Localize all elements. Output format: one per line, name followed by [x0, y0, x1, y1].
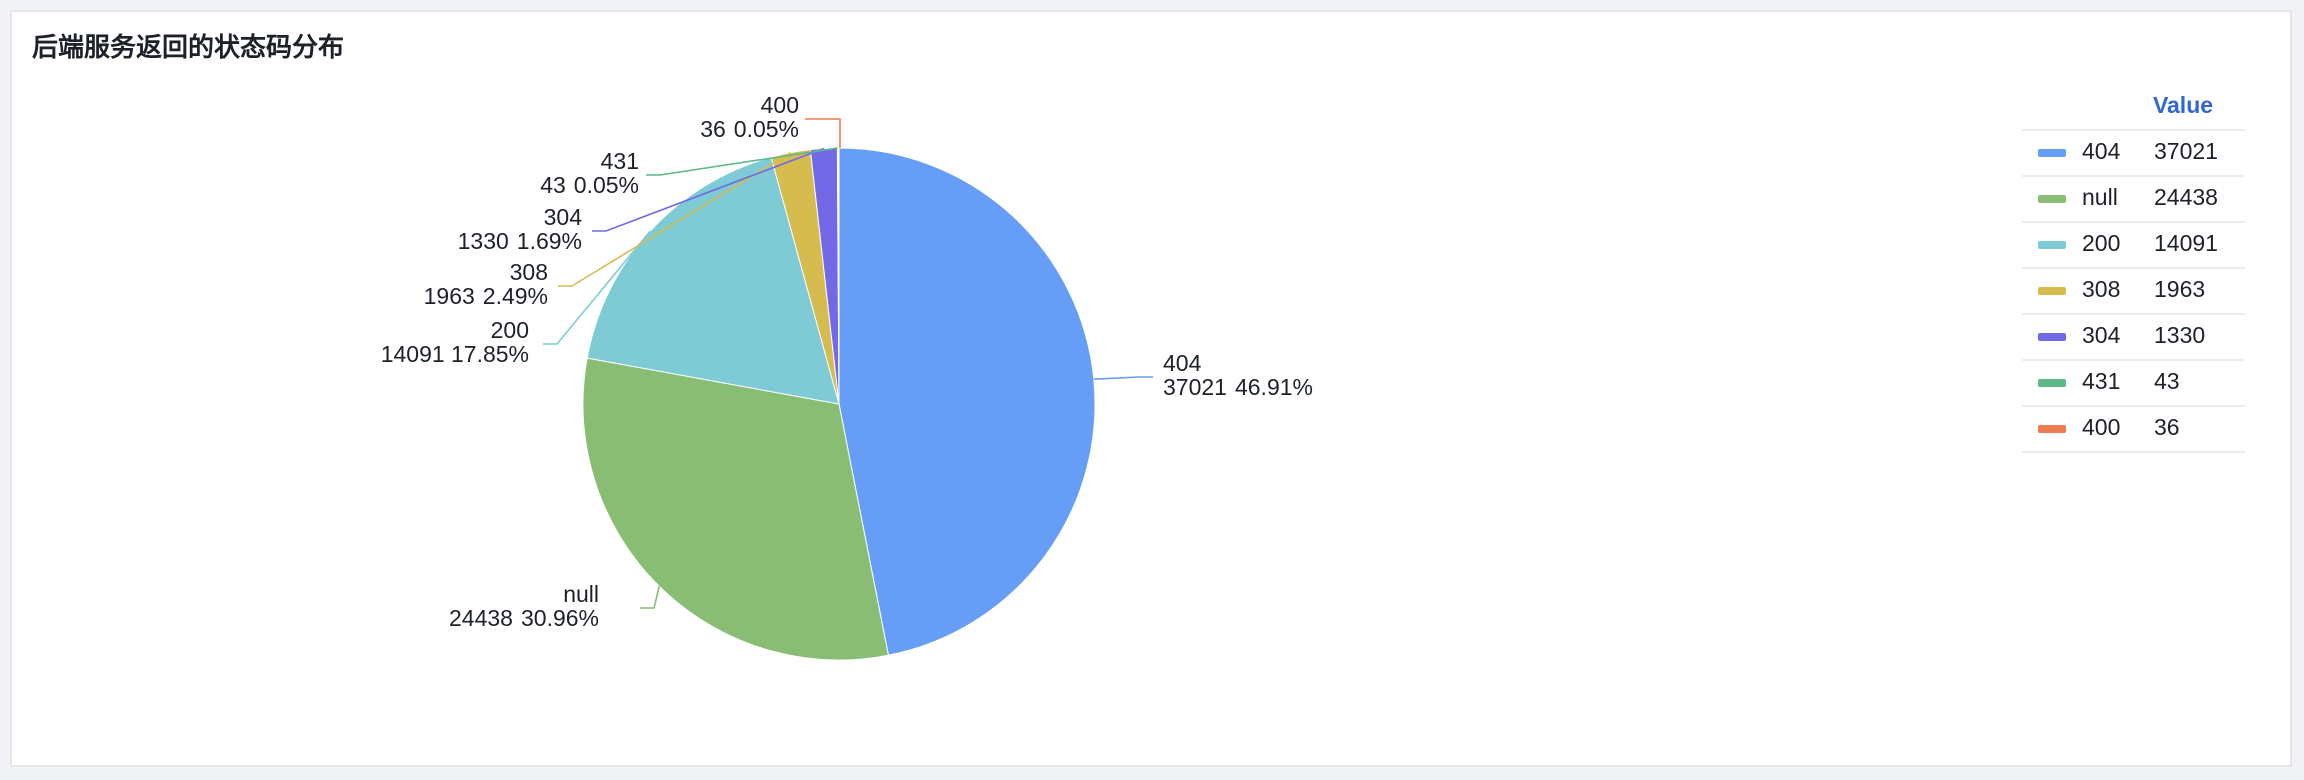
pie-slice [837, 147, 840, 405]
data-label-number: 14091 [381, 341, 444, 367]
legend-swatch [2038, 425, 2066, 433]
leader-line [543, 230, 651, 345]
leader-line [558, 151, 791, 287]
leader-line [805, 118, 841, 148]
legend-label: 308 [2082, 276, 2120, 302]
data-label-number: 1963 [424, 283, 475, 309]
legend-value: 1963 [2154, 276, 2205, 302]
data-label-percent: 17.85% [451, 341, 529, 367]
legend-value: 43 [2154, 368, 2180, 394]
legend-label: 431 [2082, 368, 2120, 394]
legend-value: 24438 [2154, 184, 2218, 210]
data-label-percent: 2.49% [483, 283, 548, 309]
legend-label: 400 [2082, 414, 2120, 440]
pie-slice [586, 156, 840, 405]
data-label-value: 36 0.05% [700, 116, 799, 142]
data-label-value: 1963 2.49% [424, 283, 548, 309]
legend-label: 200 [2082, 230, 2120, 256]
data-label-name: null [563, 581, 599, 607]
leader-line [592, 147, 825, 232]
pie-slice [582, 357, 890, 661]
legend-value: 36 [2154, 414, 2180, 440]
data-label-percent: 30.96% [521, 605, 599, 631]
data-label-number: 24438 [449, 605, 513, 631]
data-label-number: 43 [540, 172, 566, 198]
legend-swatch [2038, 379, 2066, 387]
data-label-percent: 1.69% [517, 228, 582, 254]
data-label-name: 308 [510, 259, 548, 285]
data-label-value: 43 0.05% [540, 172, 639, 198]
data-label-number: 36 [700, 116, 726, 142]
legend-swatch [2038, 195, 2066, 203]
card [10, 10, 2292, 767]
data-label-value: 24438 30.96% [449, 605, 599, 631]
chart-title: 后端服务返回的状态码分布 [32, 32, 344, 62]
data-label-name: 200 [491, 317, 529, 343]
data-label-name: 431 [601, 148, 639, 174]
data-label-percent: 0.05% [574, 172, 639, 198]
legend-label: null [2082, 184, 2118, 210]
data-label-name: 404 [1163, 350, 1202, 376]
legend-value: 37021 [2154, 138, 2218, 164]
legend-swatch [2038, 287, 2066, 295]
data-label-percent: 46.91% [1235, 374, 1313, 400]
legend-header: Value [2153, 92, 2213, 118]
data-label-name: 304 [544, 204, 583, 230]
leader-line [1093, 376, 1153, 380]
leader-line [640, 586, 661, 609]
data-label-number: 1330 [458, 228, 509, 254]
legend-label: 304 [2082, 322, 2121, 348]
data-label-value: 1330 1.69% [458, 228, 582, 254]
legend-value: 14091 [2154, 230, 2218, 256]
data-label-number: 37021 [1163, 374, 1227, 400]
leader-line [646, 147, 838, 176]
data-label-value: 37021 46.91% [1163, 374, 1313, 400]
data-label-percent: 0.05% [734, 116, 799, 142]
legend-swatch [2038, 333, 2066, 341]
pie-slice [838, 147, 1096, 656]
data-label-name: 400 [761, 92, 799, 118]
legend-value: 1330 [2154, 322, 2205, 348]
data-label-value: 14091 17.85% [381, 341, 529, 367]
legend-swatch [2038, 241, 2066, 249]
legend-swatch [2038, 149, 2066, 157]
legend-label: 404 [2082, 138, 2121, 164]
